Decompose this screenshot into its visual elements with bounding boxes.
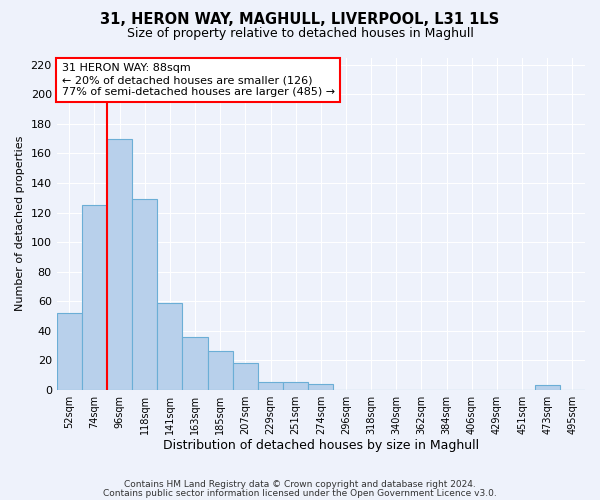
- Bar: [308, 384, 334, 390]
- Bar: [82, 205, 107, 390]
- X-axis label: Distribution of detached houses by size in Maghull: Distribution of detached houses by size …: [163, 440, 479, 452]
- Bar: [535, 386, 560, 390]
- Bar: [233, 363, 258, 390]
- Bar: [157, 302, 182, 390]
- Text: Size of property relative to detached houses in Maghull: Size of property relative to detached ho…: [127, 28, 473, 40]
- Bar: [283, 382, 308, 390]
- Y-axis label: Number of detached properties: Number of detached properties: [15, 136, 25, 312]
- Bar: [132, 199, 157, 390]
- Bar: [182, 336, 208, 390]
- Text: Contains HM Land Registry data © Crown copyright and database right 2024.: Contains HM Land Registry data © Crown c…: [124, 480, 476, 489]
- Bar: [107, 138, 132, 390]
- Bar: [258, 382, 283, 390]
- Bar: [56, 313, 82, 390]
- Bar: [208, 352, 233, 390]
- Text: Contains public sector information licensed under the Open Government Licence v3: Contains public sector information licen…: [103, 489, 497, 498]
- Text: 31 HERON WAY: 88sqm
← 20% of detached houses are smaller (126)
77% of semi-detac: 31 HERON WAY: 88sqm ← 20% of detached ho…: [62, 64, 335, 96]
- Text: 31, HERON WAY, MAGHULL, LIVERPOOL, L31 1LS: 31, HERON WAY, MAGHULL, LIVERPOOL, L31 1…: [100, 12, 500, 28]
